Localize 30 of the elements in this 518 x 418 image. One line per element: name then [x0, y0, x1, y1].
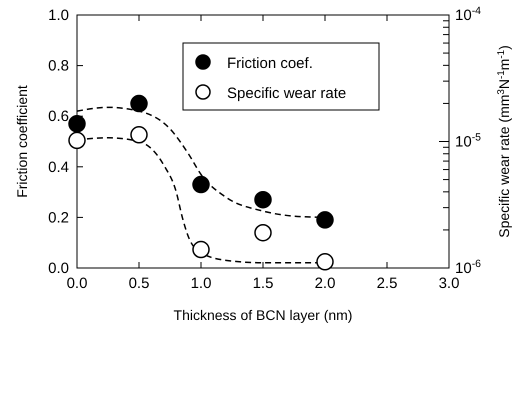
y2-tick-label: 10$^{-5}$ — [455, 132, 482, 150]
y-tick-label: 0.8 — [48, 58, 69, 75]
x-tick-label: 0.5 — [128, 275, 150, 292]
point — [192, 176, 210, 194]
y-tick-label: 1.0 — [48, 7, 69, 24]
y-tick-label: 0.2 — [48, 209, 69, 226]
x-tick-label: 1.0 — [190, 275, 212, 292]
point — [130, 126, 148, 144]
x-tick-label: 1.5 — [252, 275, 274, 292]
y2-tick-label: 10$^{-6}$ — [455, 258, 482, 277]
y-tick-label: 0.4 — [48, 158, 69, 176]
legend-label: Specific wear rate — [227, 85, 346, 102]
y2-tick-label: 10$^{-4}$ — [455, 5, 482, 24]
point — [254, 190, 272, 208]
point — [192, 240, 210, 258]
y-axis-title: Friction coefficient — [14, 85, 30, 198]
x-tick-label: 2.5 — [376, 275, 398, 292]
legend-label: Friction coef. — [227, 55, 313, 72]
point — [316, 253, 334, 271]
y-tick-label: 0.0 — [48, 260, 69, 277]
point — [316, 211, 334, 229]
point — [254, 224, 272, 242]
point — [130, 94, 148, 112]
x-tick-label: 2.0 — [314, 275, 336, 292]
x-axis-title: Thickness of BCN layer (nm) — [174, 307, 352, 323]
point — [68, 115, 86, 133]
x-tick-label: 0.0 — [66, 275, 88, 292]
point — [68, 132, 86, 150]
y-tick-label: 0.6 — [48, 108, 69, 126]
x-tick-label: 3.0 — [438, 275, 460, 292]
